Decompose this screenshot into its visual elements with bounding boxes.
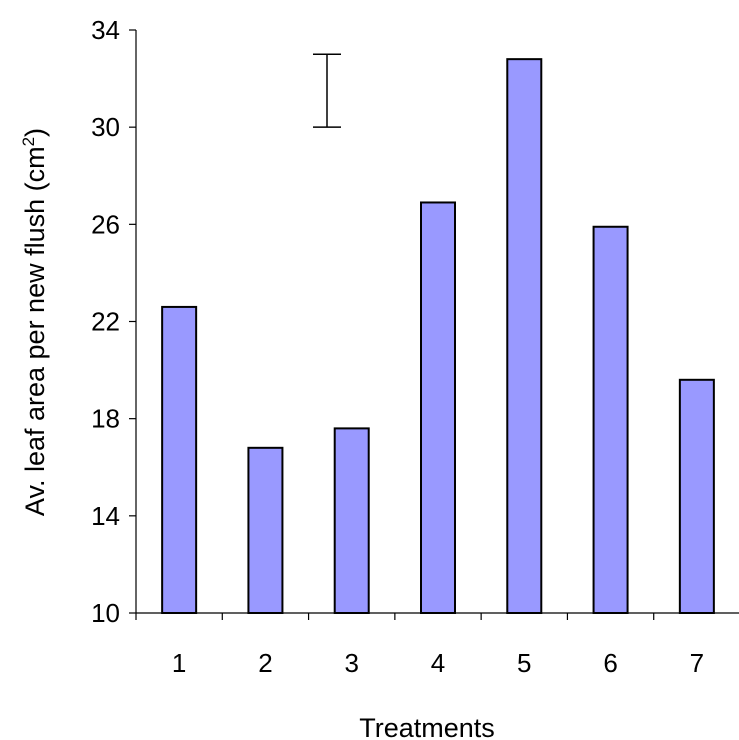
bar-3 [333,427,370,614]
y-tick-labels: 10 14 18 22 26 30 34 [91,15,120,628]
y-axis-title-suffix: ) [20,128,50,137]
y-tick-label-10: 10 [91,598,120,628]
y-tick-label-30: 30 [91,112,120,142]
bar-1 [161,305,198,614]
bar-4 [420,201,456,615]
x-tick-label-7: 7 [690,648,704,678]
y-axis-title: Av. leaf area per new flush (cm2) [19,128,50,516]
x-axis-title: Treatments [359,713,495,740]
axes-group [129,29,739,620]
bar-6 [592,225,629,614]
y-axis-title-main: Av. leaf area per new flush (cm [20,146,50,516]
x-tick-labels: 1 2 3 4 5 6 7 [172,648,704,678]
y-tick-label-18: 18 [91,404,120,434]
bars-group [161,58,715,615]
y-tick-label-34: 34 [91,15,120,45]
bar-2 [247,446,284,615]
bar-5 [506,58,543,614]
y-tick-label-22: 22 [91,307,120,337]
error-bar-group [313,53,341,128]
y-axis-title-superscript: 2 [19,137,38,146]
bar-7 [678,378,715,614]
x-tick-label-6: 6 [603,648,617,678]
x-tick-label-4: 4 [431,648,445,678]
y-tick-label-14: 14 [91,501,120,531]
x-tick-label-5: 5 [517,648,531,678]
y-tick-label-26: 26 [91,209,120,239]
x-tick-label-1: 1 [172,648,186,678]
x-tick-label-2: 2 [258,648,272,678]
x-tick-label-3: 3 [344,648,358,678]
